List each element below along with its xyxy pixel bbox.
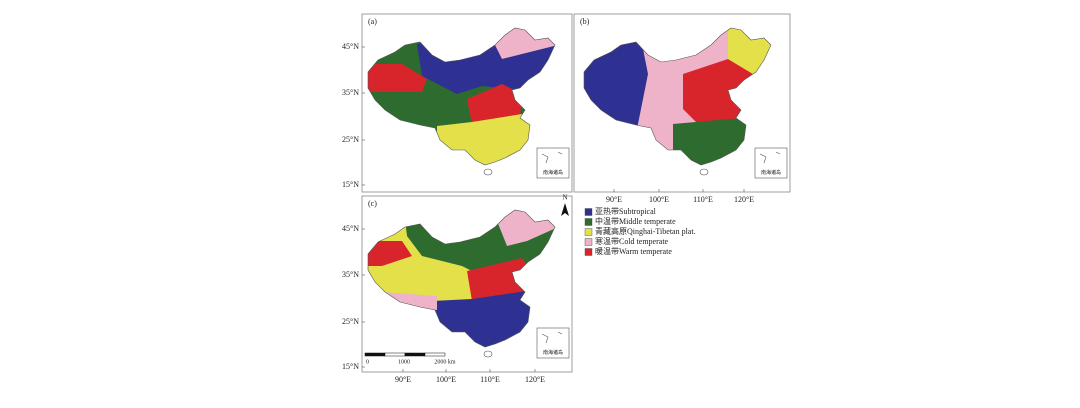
inset-islands [759,151,781,164]
map-panel: 南海诸岛 (a) 45°N 35°N 25°N 15°N [342,13,573,193]
inset-box [536,147,570,179]
lat-label: 25°N [342,135,359,144]
scale-label: 2000 km [434,359,456,365]
lat-label: 45°N [342,224,359,233]
lon-label: 120°E [525,375,545,384]
legend-label: 中温带Middle temperate [595,216,676,226]
legend-swatch [584,208,593,216]
region [683,59,753,124]
lon-label: 120°E [734,195,754,204]
scale-bar-segment [404,352,426,357]
scale-bar-segment [364,352,386,357]
lon-label: 90°E [606,195,622,204]
lat-label: 35°N [342,270,359,279]
region [492,28,555,59]
inset-islands [541,151,563,164]
inset-box [536,327,570,359]
panel-label: (a) [368,17,377,26]
lon-label: 100°E [436,375,456,384]
legend-label: 寒温带Cold temperate [595,236,669,246]
map-panel: 南海诸岛 (b) 90°E 100°E 110°E 120°E [573,13,791,204]
scale-label: 1000 [398,359,410,365]
north-arrow [561,203,569,216]
lon-label: 110°E [693,195,713,204]
hainan [483,350,493,358]
legend-swatch [584,248,593,256]
legend-label: 青藏高原Qinghai-Tibetan plat. [595,226,696,236]
lon-label: 100°E [649,195,669,204]
inset-box [754,147,788,179]
scale-bar-segment [424,352,446,357]
country-outline [367,209,556,348]
panel-label: (b) [580,17,590,26]
hainan [699,168,709,176]
region [467,84,522,124]
scale-bar-segment [384,352,406,357]
lon-label: 110°E [480,375,500,384]
lon-label: 90°E [395,375,411,384]
country-outline [367,27,556,166]
lat-label: 15°N [342,362,359,371]
region [368,241,412,266]
map-panel: 南海诸岛 (c) 45°N 35°N 25°N 15°N 90°E 100°E 110°E 120… [342,195,573,384]
inset-islands [541,331,563,344]
legend-label: 暖温带Warm temperate [595,247,672,256]
inset-label: 南海诸岛 [543,169,563,176]
lat-label: 35°N [342,88,359,97]
hainan [483,168,493,176]
country-outline [583,27,772,166]
legend-swatch [584,218,593,226]
lat-label: 25°N [342,317,359,326]
lat-label: 45°N [342,42,359,51]
legend-swatch [584,238,593,246]
region [467,258,537,301]
legend-label: 亚热带Subtropical [595,206,657,216]
inset-label: 南海诸岛 [543,349,563,356]
inset-label: 南海诸岛 [761,169,781,176]
scale-label: 0 [366,359,369,365]
region [368,64,427,92]
legend-swatch [584,228,593,236]
north-label: N [562,194,567,202]
lat-label: 15°N [342,180,359,189]
panel-label: (c) [368,199,377,208]
